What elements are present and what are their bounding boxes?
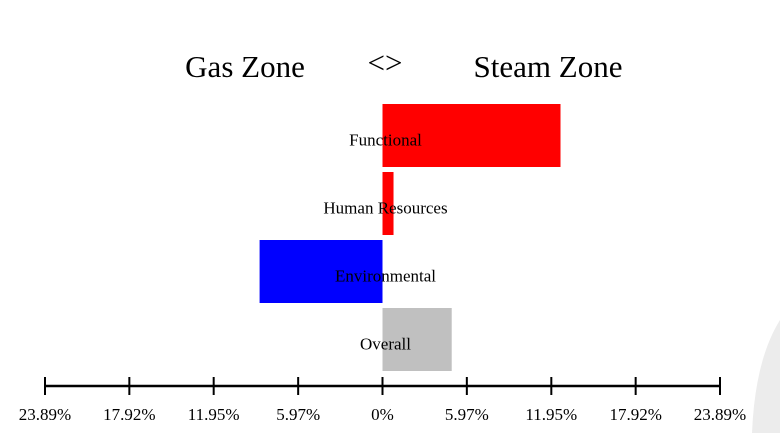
bar [259,240,383,303]
title-left: Gas Zone [185,49,305,84]
x-tick-label: 0% [371,405,394,424]
x-tick-label: 17.92% [609,405,661,424]
bar [382,308,452,371]
page-curl [752,320,780,433]
x-tick-label: 23.89% [694,405,746,424]
x-tick-label: 5.97% [445,405,489,424]
x-tick-label: 23.89% [19,405,71,424]
category-label: Environmental [335,266,436,285]
bar [382,172,394,235]
x-tick-label: 11.95% [188,405,240,424]
x-tick-label: 5.97% [276,405,320,424]
x-tick-label: 11.95% [525,405,577,424]
category-label: Human Resources [323,198,447,217]
title-middle: <> [368,45,403,80]
x-tick-label: 17.92% [103,405,155,424]
bar [382,104,561,167]
category-label: Overall [360,334,411,353]
title-right: Steam Zone [474,49,623,84]
category-label: Functional [349,130,422,149]
